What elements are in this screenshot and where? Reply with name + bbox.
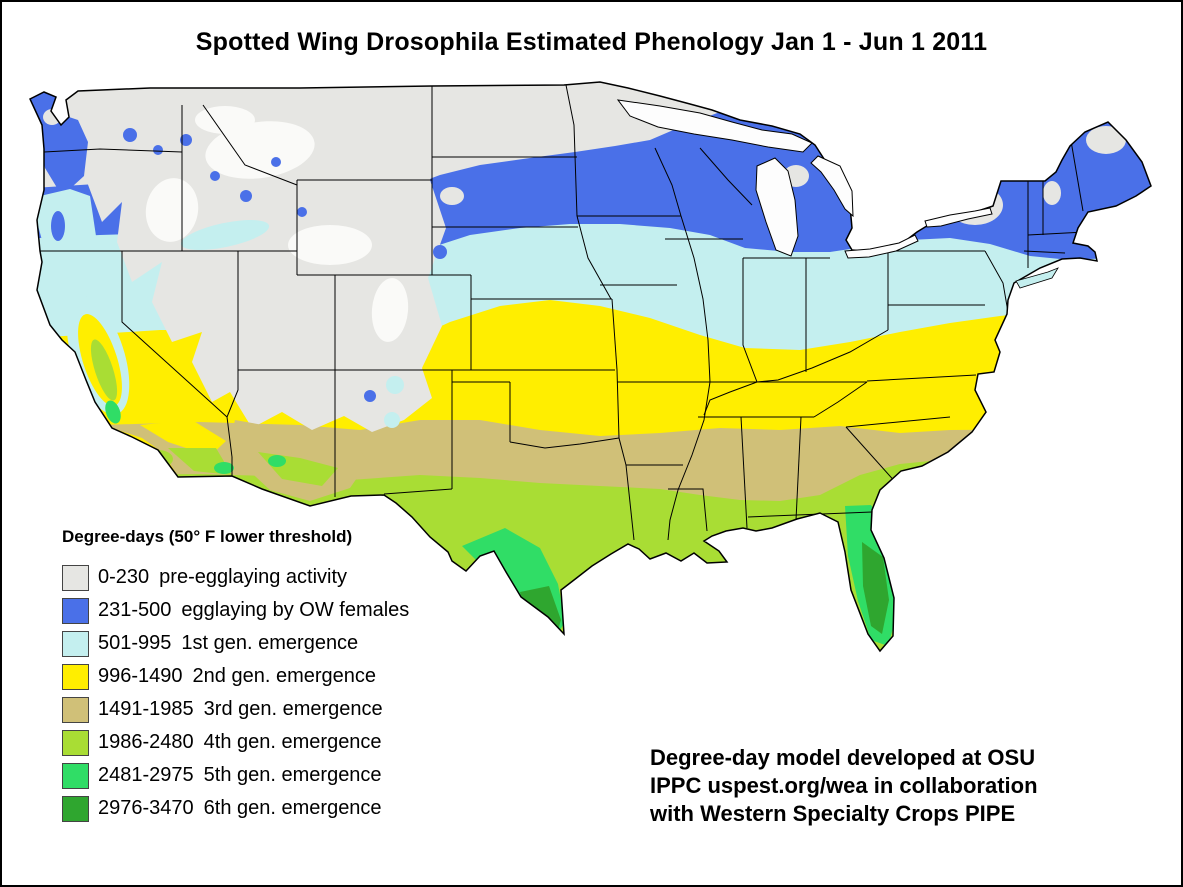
lake-huron — [810, 155, 854, 218]
legend-swatch — [62, 630, 89, 657]
legend-swatch — [62, 564, 89, 591]
lake-erie — [844, 234, 919, 259]
legend-range: 1986-2480 — [98, 731, 194, 753]
legend-range: 996-1490 — [98, 665, 183, 687]
legend-label: 2nd gen. emergence — [192, 665, 376, 687]
legend-item: 1491-1985 3rd gen. emergence — [62, 693, 409, 726]
state-borders — [40, 84, 1086, 541]
lake-ontario — [924, 207, 993, 228]
legend-label: 6th gen. emergence — [203, 797, 382, 819]
valley-speckles — [123, 128, 447, 402]
legend-swatch — [62, 696, 89, 723]
legend-label: 3rd gen. emergence — [203, 698, 383, 720]
credit-line: Degree-day model developed at OSU — [650, 745, 1036, 770]
legend-item: 231-500 egglaying by OW females — [62, 594, 409, 627]
legend-item: 996-1490 2nd gen. emergence — [62, 660, 409, 693]
lake-superior — [616, 99, 813, 153]
legend-label: 4th gen. emergence — [203, 731, 382, 753]
credit-line: with Western Specialty Crops PIPE — [650, 801, 1016, 826]
model-credits: Degree-day model developed at OSU IPPC u… — [650, 744, 1038, 828]
legend-range: 1491-1985 — [98, 698, 194, 720]
legend-header: Degree-days (50° F lower threshold) — [62, 527, 353, 546]
legend-range: 231-500 — [98, 599, 172, 621]
legend-item: 501-995 1st gen. emergence — [62, 627, 409, 660]
legend-range: 2481-2975 — [98, 764, 194, 786]
legend-swatch — [62, 729, 89, 756]
front-range-speckle — [436, 293, 454, 311]
lake-michigan — [755, 157, 799, 257]
credit-line: IPPC uspest.org/wea in collaboration — [650, 773, 1038, 798]
legend-label: egglaying by OW females — [181, 599, 410, 621]
legend-item: 0-230 pre-egglaying activity — [62, 561, 409, 594]
legend-label: pre-egglaying activity — [159, 566, 348, 588]
legend-swatch — [62, 762, 89, 789]
legend-range: 501-995 — [98, 632, 172, 654]
florida-2976-3470 — [862, 542, 889, 634]
legend-label: 5th gen. emergence — [203, 764, 382, 786]
legend-range: 0-230 — [98, 566, 150, 588]
legend-swatch — [62, 663, 89, 690]
arizona-patches — [230, 376, 404, 501]
legend-range: 2976-3470 — [98, 797, 194, 819]
legend-swatch — [62, 795, 89, 822]
legend-item: 2976-3470 6th gen. emergence — [62, 792, 409, 825]
legend: Degree-days (50° F lower threshold) 0-23… — [62, 527, 409, 825]
legend-item: 2481-2975 5th gen. emergence — [62, 759, 409, 792]
legend-label: 1st gen. emergence — [181, 632, 359, 654]
mountain-west-overlay — [87, 90, 450, 432]
legend-swatch — [62, 597, 89, 624]
long-island — [1015, 267, 1059, 289]
legend-item: 1986-2480 4th gen. emergence — [62, 726, 409, 759]
great-lakes — [616, 99, 993, 259]
page-title: Spotted Wing Drosophila Estimated Phenol… — [195, 28, 988, 56]
